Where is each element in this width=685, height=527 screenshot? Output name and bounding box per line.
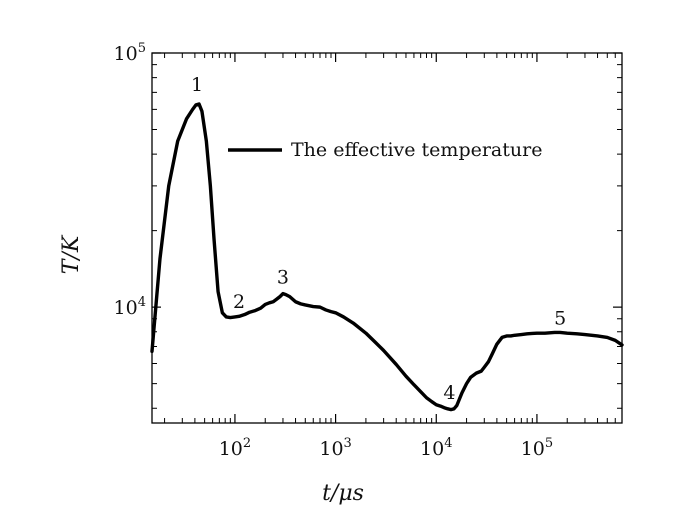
x-tick-label: 102 [219, 436, 251, 460]
x-tick-label: 104 [420, 436, 452, 460]
x-tick-label: 105 [521, 436, 553, 460]
y-axis-title: T/K [59, 234, 84, 274]
legend: The effective temperature [228, 139, 542, 161]
annotation-label: 5 [554, 307, 566, 329]
major-ticks [152, 52, 622, 423]
annotation-label: 4 [443, 382, 455, 404]
x-tick-labels: 102 103 104 105 [219, 436, 553, 460]
annotation-label: 3 [277, 266, 289, 288]
y-tick-label: 104 [114, 295, 146, 319]
annotation-label: 1 [191, 74, 203, 96]
legend-label: The effective temperature [291, 139, 542, 161]
effective-temperature-line [150, 102, 624, 412]
annotation-label: 2 [233, 291, 245, 313]
minor-ticks [152, 53, 623, 423]
plot-frame [151, 52, 623, 424]
x-tick-label: 103 [319, 436, 351, 460]
y-tick-label: 105 [114, 41, 146, 65]
peak-annotations: 1 2 3 4 5 [191, 74, 566, 404]
y-tick-labels: 104 105 [114, 41, 146, 319]
x-axis-title: t/μs [322, 481, 364, 506]
plot-area: 102 103 104 105 104 105 1 2 3 4 5 [114, 41, 624, 460]
